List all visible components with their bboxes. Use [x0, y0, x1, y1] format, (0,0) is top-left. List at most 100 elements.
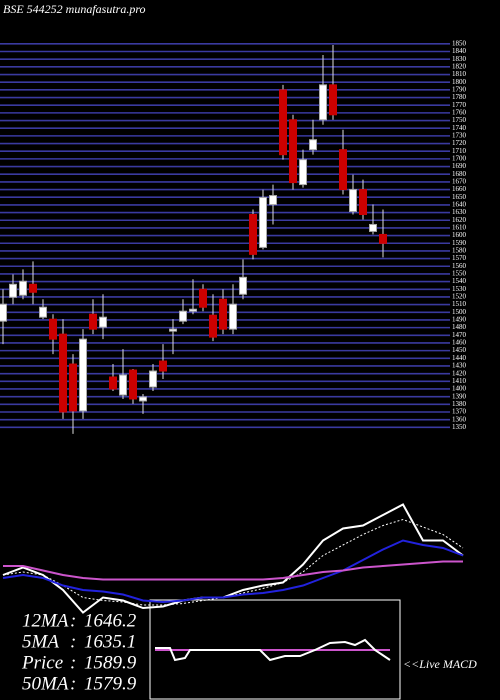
macd-title: <<Live MACD [403, 657, 477, 671]
y-tick-label: 1660 [452, 185, 467, 193]
y-tick-label: 1450 [452, 346, 467, 354]
y-tick-label: 1510 [452, 300, 467, 308]
y-tick-label: 1730 [452, 131, 467, 139]
y-tick-label: 1600 [452, 231, 467, 239]
stat-sep: : [70, 652, 76, 673]
candle-body [309, 139, 317, 151]
candle-body [29, 283, 37, 293]
y-tick-label: 1610 [452, 224, 467, 232]
y-tick-label: 1620 [452, 216, 467, 224]
y-tick-label: 1550 [452, 270, 467, 278]
candle-body [269, 195, 277, 206]
candle-body [359, 189, 367, 215]
candle-body [329, 84, 337, 116]
candle-body [319, 84, 327, 121]
candle-body [339, 149, 347, 191]
candle-body [209, 314, 217, 338]
candle-body [179, 310, 187, 322]
y-tick-label: 1820 [452, 62, 467, 70]
y-tick-label: 1420 [452, 369, 467, 377]
stat-label: 50MA [22, 673, 69, 694]
candle-body [19, 280, 27, 296]
y-tick-label: 1760 [452, 108, 467, 116]
candle-body [249, 213, 257, 255]
candle-body [239, 276, 247, 295]
y-tick-label: 1440 [452, 354, 467, 362]
y-tick-label: 1520 [452, 293, 467, 301]
y-tick-label: 1740 [452, 124, 467, 132]
y-tick-label: 1650 [452, 193, 467, 201]
y-tick-label: 1810 [452, 70, 467, 78]
y-tick-label: 1460 [452, 339, 467, 347]
candle-body [0, 303, 7, 322]
candle-body [289, 119, 297, 184]
chart-title: BSE 544252 munafasutra.pro [3, 2, 146, 16]
y-tick-label: 1430 [452, 362, 467, 370]
stat-sep: : [70, 631, 76, 652]
candle-body [169, 328, 177, 332]
y-tick-label: 1630 [452, 208, 467, 216]
y-tick-label: 1720 [452, 139, 467, 147]
y-tick-label: 1680 [452, 170, 467, 178]
indicator-line [2, 539, 464, 604]
candle-body [39, 306, 47, 318]
candle-body [279, 89, 287, 156]
candle-body [219, 298, 227, 330]
candle-body [9, 283, 17, 298]
stat-sep: : [70, 610, 76, 631]
y-tick-label: 1570 [452, 254, 467, 262]
candle-body [99, 316, 107, 328]
y-tick-label: 1380 [452, 400, 467, 408]
y-tick-label: 1710 [452, 147, 467, 155]
candle-body [349, 189, 357, 212]
candle-body [69, 363, 77, 412]
y-tick-label: 1490 [452, 316, 467, 324]
macd-box [149, 599, 401, 700]
candle-body [89, 313, 97, 330]
candle-body [229, 303, 237, 330]
y-tick-label: 1350 [452, 423, 467, 431]
y-tick-label: 1410 [452, 377, 467, 385]
y-tick-label: 1400 [452, 385, 467, 393]
stat-label: Price [21, 652, 63, 673]
candle-body [189, 308, 197, 312]
y-tick-label: 1530 [452, 285, 467, 293]
y-tick-label: 1700 [452, 154, 467, 162]
y-tick-label: 1480 [452, 323, 467, 331]
indicator-line [2, 503, 464, 614]
candle-body [119, 374, 127, 396]
stat-value: 1589.9 [84, 652, 137, 673]
y-tick-label: 1500 [452, 308, 467, 316]
y-tick-label: 1750 [452, 116, 467, 124]
stat-label: 5MA [22, 631, 59, 652]
candle-body [299, 159, 307, 186]
candle-body [109, 376, 117, 390]
candle-body [139, 396, 147, 402]
candle-body [49, 318, 57, 340]
y-tick-label: 1790 [452, 85, 467, 93]
y-tick-label: 1670 [452, 178, 467, 186]
y-tick-label: 1560 [452, 262, 467, 270]
y-tick-label: 1800 [452, 78, 467, 86]
candle-body [79, 338, 87, 412]
y-tick-label: 1640 [452, 201, 467, 209]
y-tick-label: 1540 [452, 277, 467, 285]
stat-label: 12MA [22, 610, 69, 631]
y-tick-label: 1850 [452, 39, 467, 47]
candle-body [369, 223, 377, 232]
candle-body [199, 288, 207, 308]
y-tick-label: 1370 [452, 408, 467, 416]
y-tick-label: 1470 [452, 331, 467, 339]
y-tick-label: 1770 [452, 101, 467, 109]
candle-body [159, 360, 167, 372]
indicator-line [155, 638, 391, 662]
candle-body [59, 333, 67, 413]
y-tick-label: 1390 [452, 392, 467, 400]
stat-sep: : [70, 673, 76, 694]
y-tick-label: 1840 [452, 47, 467, 55]
y-tick-label: 1590 [452, 239, 467, 247]
y-tick-label: 1580 [452, 247, 467, 255]
y-tick-label: 1780 [452, 93, 467, 101]
y-tick-label: 1360 [452, 415, 467, 423]
